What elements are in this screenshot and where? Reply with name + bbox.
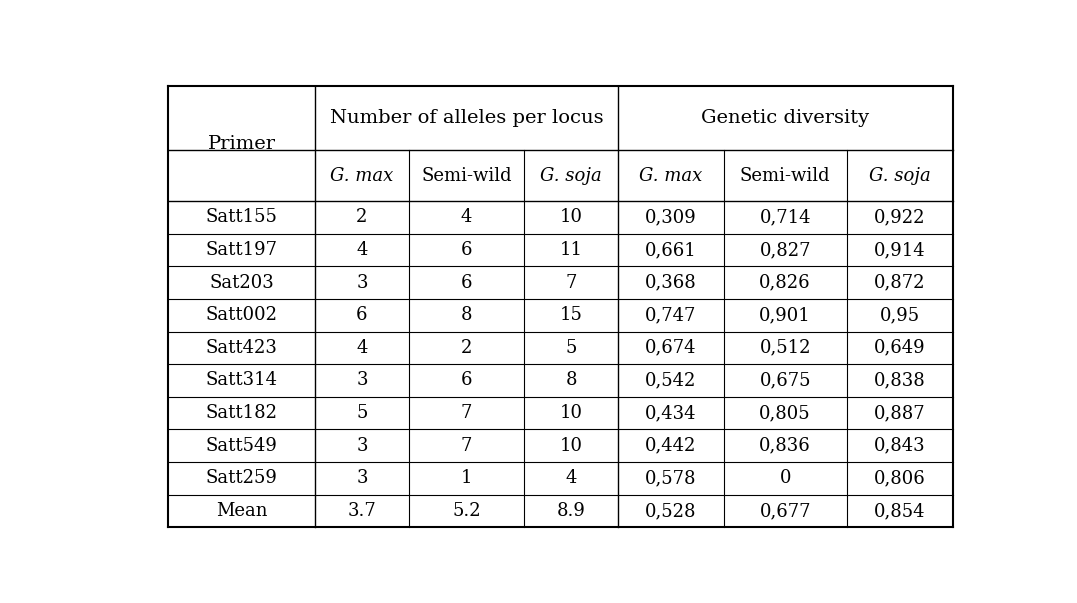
Text: 0,674: 0,674 — [645, 339, 697, 357]
Text: Satt549: Satt549 — [206, 437, 278, 455]
Text: 0,747: 0,747 — [645, 306, 697, 324]
Text: 6: 6 — [461, 274, 473, 292]
Text: 0,922: 0,922 — [873, 208, 925, 226]
Text: 0,309: 0,309 — [645, 208, 697, 226]
Text: 0,827: 0,827 — [759, 241, 811, 259]
Text: 0,95: 0,95 — [880, 306, 920, 324]
Text: 0,677: 0,677 — [759, 502, 811, 520]
Text: 0,826: 0,826 — [759, 274, 811, 292]
Text: 10: 10 — [560, 404, 583, 422]
Text: 11: 11 — [560, 241, 583, 259]
Text: 5: 5 — [356, 404, 367, 422]
Text: 0,542: 0,542 — [645, 371, 697, 390]
Text: Satt259: Satt259 — [206, 469, 278, 487]
Text: 6: 6 — [356, 306, 367, 324]
Text: 7: 7 — [461, 404, 472, 422]
Text: 2: 2 — [461, 339, 472, 357]
Text: Satt182: Satt182 — [206, 404, 278, 422]
Text: 5.2: 5.2 — [452, 502, 480, 520]
Text: Number of alleles per locus: Number of alleles per locus — [330, 109, 603, 127]
Text: 0,434: 0,434 — [645, 404, 697, 422]
Text: 0,854: 0,854 — [873, 502, 925, 520]
Text: 0,806: 0,806 — [873, 469, 925, 487]
Text: 0,914: 0,914 — [873, 241, 925, 259]
Text: 1: 1 — [461, 469, 473, 487]
Text: 0,649: 0,649 — [873, 339, 925, 357]
Text: G. max: G. max — [331, 166, 393, 185]
Text: 0,714: 0,714 — [759, 208, 811, 226]
Text: 4: 4 — [356, 339, 367, 357]
Text: 0,578: 0,578 — [645, 469, 697, 487]
Text: 0,442: 0,442 — [645, 437, 697, 455]
Text: 6: 6 — [461, 241, 473, 259]
Text: 3: 3 — [356, 274, 367, 292]
Text: 4: 4 — [461, 208, 472, 226]
Text: G. max: G. max — [639, 166, 702, 185]
Text: 3: 3 — [356, 437, 367, 455]
Text: 0,843: 0,843 — [873, 437, 925, 455]
Text: Semi-wild: Semi-wild — [740, 166, 830, 185]
Text: 0,661: 0,661 — [645, 241, 697, 259]
Text: Satt423: Satt423 — [206, 339, 278, 357]
Text: 8: 8 — [461, 306, 473, 324]
Text: G. soja: G. soja — [541, 166, 602, 185]
Text: 0,887: 0,887 — [873, 404, 925, 422]
Text: Satt155: Satt155 — [206, 208, 278, 226]
Text: 0: 0 — [780, 469, 791, 487]
Text: 3: 3 — [356, 371, 367, 390]
Text: 7: 7 — [461, 437, 472, 455]
Text: 10: 10 — [560, 208, 583, 226]
Text: 0,836: 0,836 — [759, 437, 811, 455]
Text: 0,901: 0,901 — [759, 306, 811, 324]
Text: 8: 8 — [565, 371, 577, 390]
Text: Sat203: Sat203 — [209, 274, 274, 292]
Text: Satt002: Satt002 — [206, 306, 278, 324]
Text: G. soja: G. soja — [869, 166, 931, 185]
Text: 10: 10 — [560, 437, 583, 455]
Text: 4: 4 — [356, 241, 367, 259]
Text: 5: 5 — [565, 339, 577, 357]
Text: 0,838: 0,838 — [873, 371, 925, 390]
Text: 6: 6 — [461, 371, 473, 390]
Text: Semi-wild: Semi-wild — [421, 166, 512, 185]
Text: 0,872: 0,872 — [873, 274, 925, 292]
Text: 7: 7 — [565, 274, 577, 292]
Text: 0,675: 0,675 — [759, 371, 811, 390]
Text: 0,368: 0,368 — [645, 274, 697, 292]
Text: 3: 3 — [356, 469, 367, 487]
Text: 0,528: 0,528 — [645, 502, 697, 520]
Text: 2: 2 — [356, 208, 367, 226]
Text: 3.7: 3.7 — [348, 502, 376, 520]
Text: Mean: Mean — [215, 502, 267, 520]
Text: 8.9: 8.9 — [557, 502, 586, 520]
Text: Primer: Primer — [208, 134, 276, 153]
Text: 0,512: 0,512 — [759, 339, 811, 357]
Text: Satt197: Satt197 — [206, 241, 278, 259]
Text: 4: 4 — [565, 469, 577, 487]
Text: Satt314: Satt314 — [206, 371, 278, 390]
Text: 15: 15 — [560, 306, 583, 324]
Text: 0,805: 0,805 — [759, 404, 811, 422]
Text: Genetic diversity: Genetic diversity — [701, 109, 869, 127]
